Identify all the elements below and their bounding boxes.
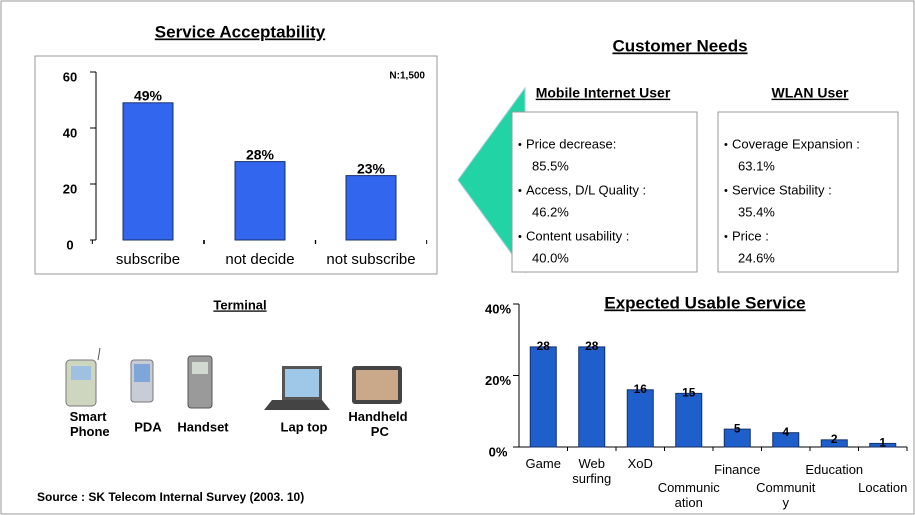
x-tick-label: not decide — [225, 251, 294, 268]
x-tick-label: subscribe — [116, 251, 180, 268]
bar — [676, 393, 702, 447]
y-tick-label: 40 — [63, 125, 77, 140]
x-tick-label: not subscribe — [326, 251, 415, 268]
device-label: Smart Phone — [66, 409, 109, 439]
need-value: 85.5% — [532, 158, 569, 173]
y-tick-label: 60 — [63, 69, 77, 84]
y-tick-label: 0 — [66, 237, 73, 252]
section-title: Customer Needs — [612, 36, 747, 55]
bar — [346, 176, 396, 240]
need-value: 46.2% — [532, 204, 569, 219]
y-tick-label: 40% — [485, 301, 511, 316]
bar — [627, 390, 653, 447]
value-label: 28 — [585, 339, 599, 353]
bullet: • — [518, 139, 522, 151]
x-tick-label: Location — [851, 480, 915, 495]
value-label: 1 — [879, 436, 886, 450]
chart-title: Service Acceptability — [155, 22, 326, 41]
x-tick-label-box: Location — [851, 480, 915, 514]
need-label: Price decrease: — [526, 136, 616, 151]
x-tick-label: Finance — [705, 462, 769, 477]
chart-title: Expected Usable Service — [604, 293, 805, 312]
value-label: 28% — [246, 146, 275, 162]
need-value: 35.4% — [738, 204, 775, 219]
bullet: • — [518, 185, 522, 197]
bar — [235, 162, 285, 240]
section-title: Terminal — [213, 297, 266, 312]
group-title: Mobile Internet User — [536, 85, 671, 101]
device-label: PDA — [134, 419, 162, 434]
value-label: 49% — [134, 88, 163, 104]
need-label: Service Stability : — [732, 182, 832, 197]
x-tick-label: XoD — [608, 456, 672, 471]
x-tick-label: Education — [802, 462, 866, 477]
need-value: 24.6% — [738, 250, 775, 265]
value-label: 4 — [782, 425, 789, 439]
need-value: 40.0% — [532, 250, 569, 265]
y-tick-label: 0% — [489, 444, 508, 459]
bullet: • — [724, 139, 728, 151]
bar — [123, 103, 173, 240]
value-label: 2 — [831, 432, 838, 446]
y-tick-label: 20% — [485, 373, 511, 388]
device-label: Lap top — [281, 419, 328, 434]
y-tick-label: 20 — [63, 181, 77, 196]
group-title: WLAN User — [771, 85, 849, 101]
value-label: 15 — [682, 386, 696, 400]
bullet: • — [518, 231, 522, 243]
need-label: Price : — [732, 228, 769, 243]
need-label: Content usability : — [526, 228, 629, 243]
bullet: • — [724, 185, 728, 197]
slide: Service Acceptability N:1,500 Customer N… — [0, 0, 915, 515]
annotation: N:1,500 — [389, 71, 425, 82]
value-label: 28 — [537, 339, 551, 353]
device-label: Handset — [177, 419, 229, 434]
need-value: 63.1% — [738, 158, 775, 173]
value-label: 5 — [734, 421, 741, 435]
value-label: 23% — [357, 160, 386, 176]
bar — [579, 347, 605, 447]
bar — [530, 347, 556, 447]
source-note: Source : SK Telecom Internal Survey (200… — [37, 490, 304, 504]
bullet: • — [724, 231, 728, 243]
value-label: 16 — [634, 382, 648, 396]
need-label: Access, D/L Quality : — [526, 182, 646, 197]
need-label: Coverage Expansion : — [732, 136, 860, 151]
